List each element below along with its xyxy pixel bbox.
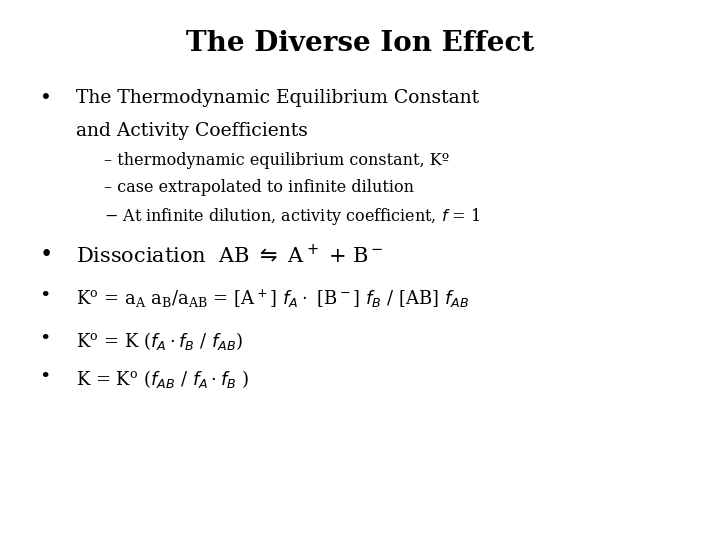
Text: The Diverse Ion Effect: The Diverse Ion Effect — [186, 30, 534, 57]
Text: K$^\mathregular{o}$ = a$_\mathregular{A}$ a$_\mathregular{B}$/a$_\mathregular{AB: K$^\mathregular{o}$ = a$_\mathregular{A}… — [76, 287, 469, 309]
Text: The Thermodynamic Equilibrium Constant: The Thermodynamic Equilibrium Constant — [76, 89, 479, 107]
Text: •: • — [40, 244, 53, 266]
Text: •: • — [40, 368, 51, 386]
Text: – thermodynamic equilibrium constant, Kº: – thermodynamic equilibrium constant, Kº — [104, 152, 450, 169]
Text: •: • — [40, 287, 51, 305]
Text: – case extrapolated to infinite dilution: – case extrapolated to infinite dilution — [104, 179, 415, 196]
Text: $-$ At infinite dilution, activity coefficient, $f$ = 1: $-$ At infinite dilution, activity coeff… — [104, 206, 481, 227]
Text: •: • — [40, 330, 51, 348]
Text: •: • — [40, 89, 51, 108]
Text: and Activity Coefficients: and Activity Coefficients — [76, 122, 307, 139]
Text: K = K$^\mathregular{o}$ ($f_{AB}$ / $f_A \cdot f_B$ ): K = K$^\mathregular{o}$ ($f_{AB}$ / $f_A… — [76, 368, 248, 390]
Text: K$^\mathregular{o}$ = K ($f_A \cdot f_B$ / $f_{AB}$): K$^\mathregular{o}$ = K ($f_A \cdot f_B$… — [76, 330, 243, 353]
Text: Dissociation  AB $\leftrightharpoons$ A$^+$ + B$^-$: Dissociation AB $\leftrightharpoons$ A$^… — [76, 244, 383, 267]
